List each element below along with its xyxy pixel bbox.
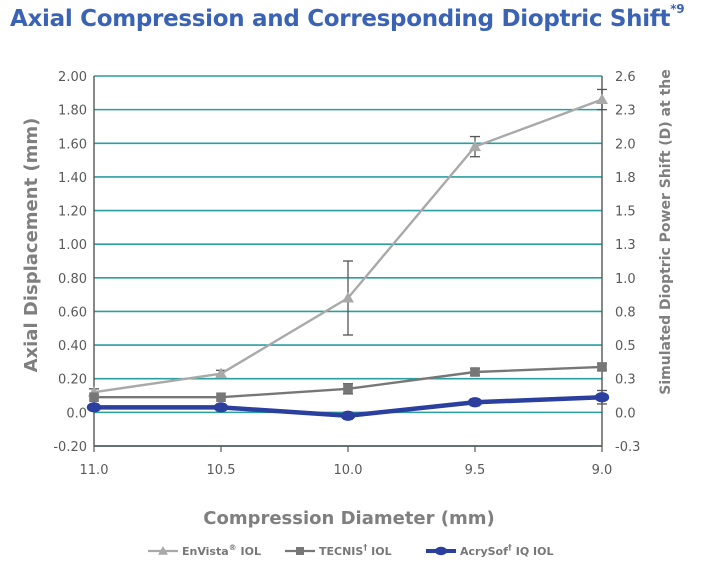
x-axis-label: Compression Diameter (mm): [203, 508, 495, 529]
data-point-envista: [469, 140, 481, 152]
data-point-acrysof: [86, 402, 102, 413]
legend-swatch-marker: [296, 547, 304, 555]
y2-tick-label: 0.0: [615, 406, 636, 421]
x-tick-label: 10.5: [207, 463, 236, 478]
series-markers: [86, 93, 610, 421]
legend-item-acrysof: AcrySof† IQ IOL: [426, 543, 553, 558]
y2-tick-label: 2.6: [615, 70, 636, 85]
y-tick-label: 0.20: [58, 373, 87, 388]
legend-label: EnVista® IOL: [182, 543, 261, 558]
data-point-acrysof: [594, 392, 610, 403]
y-tick-label: 0.60: [58, 305, 87, 320]
y-tick-label: 1.80: [58, 104, 87, 119]
y-tick-label: 1.00: [58, 238, 87, 253]
data-point-tecnis: [216, 392, 226, 403]
y-tick-label: 0.0: [66, 406, 87, 421]
y-tick-label: 1.20: [58, 205, 87, 220]
data-point-envista: [215, 367, 227, 379]
title-superscript: *9: [670, 2, 685, 17]
data-point-tecnis: [597, 362, 607, 372]
page-title: Axial Compression and Corresponding Diop…: [10, 2, 685, 32]
y-tick-label: 1.40: [58, 171, 87, 186]
x-tick-label: 10.0: [334, 463, 363, 478]
y-tick-label: 0.40: [58, 339, 87, 354]
data-point-acrysof: [467, 397, 483, 408]
y2-tick-label: 0.5: [615, 339, 636, 354]
data-point-envista: [596, 93, 608, 105]
y-tick-label: 1.60: [58, 137, 87, 152]
y-axis-label: Axial Displacement (mm): [21, 118, 42, 373]
y2-tick-label: 1.8: [615, 171, 636, 186]
y2-tick-label: 1.5: [615, 205, 636, 220]
y2-tick-label: -0.3: [615, 440, 640, 455]
y2-tick-label: 2.3: [615, 104, 636, 119]
y2-tick-label: 0.3: [615, 373, 636, 388]
legend-label: TECNIS† IOL: [319, 543, 392, 558]
y2-tick-label: 0.8: [615, 305, 636, 320]
y2-axis-ticks: -0.3 0.0 0.3 0.5 0.8 1.0 1.3 1.5 1.8 2.0 2.3 2.6: [615, 70, 640, 455]
series-lines: [93, 98, 603, 418]
legend-label: AcrySof† IQ IOL: [460, 543, 553, 558]
legend-item-tecnis: TECNIS† IOL: [285, 543, 392, 558]
y2-axis-label: Simulated Dioptric Power Shift (D) at th…: [658, 69, 674, 394]
data-point-tecnis: [343, 384, 353, 394]
x-axis-ticks: 11.0 10.5 10.0 9.5 9.0: [80, 446, 613, 478]
legend-swatch-marker: [435, 546, 447, 556]
y-tick-label: -0.20: [53, 440, 87, 455]
y-tick-label: 2.00: [58, 70, 87, 85]
data-point-acrysof: [213, 402, 229, 413]
legend-swatch-marker: [158, 546, 168, 555]
x-tick-label: 11.0: [80, 463, 109, 478]
x-tick-label: 9.0: [592, 463, 613, 478]
data-point-envista: [342, 292, 354, 303]
y-tick-label: 0.80: [58, 272, 87, 287]
y2-tick-label: 1.0: [615, 272, 636, 287]
y2-tick-label: 1.3: [615, 238, 636, 253]
y2-tick-label: 2.0: [615, 137, 636, 152]
data-point-tecnis: [470, 367, 480, 377]
data-point-acrysof: [340, 410, 356, 421]
legend-item-envista: EnVista® IOL: [148, 543, 261, 558]
chart-legend: EnVista® IOL TECNIS† IOL AcrySof† IQ IOL: [148, 543, 553, 558]
data-point-tecnis: [89, 392, 99, 403]
y-axis-ticks: -0.20 0.0 0.20 0.40 0.60 0.80 1.00 1.20 1.40 1.60…: [53, 70, 87, 455]
x-tick-label: 9.5: [465, 463, 486, 478]
title-text: Axial Compression and Corresponding Diop…: [10, 6, 671, 32]
